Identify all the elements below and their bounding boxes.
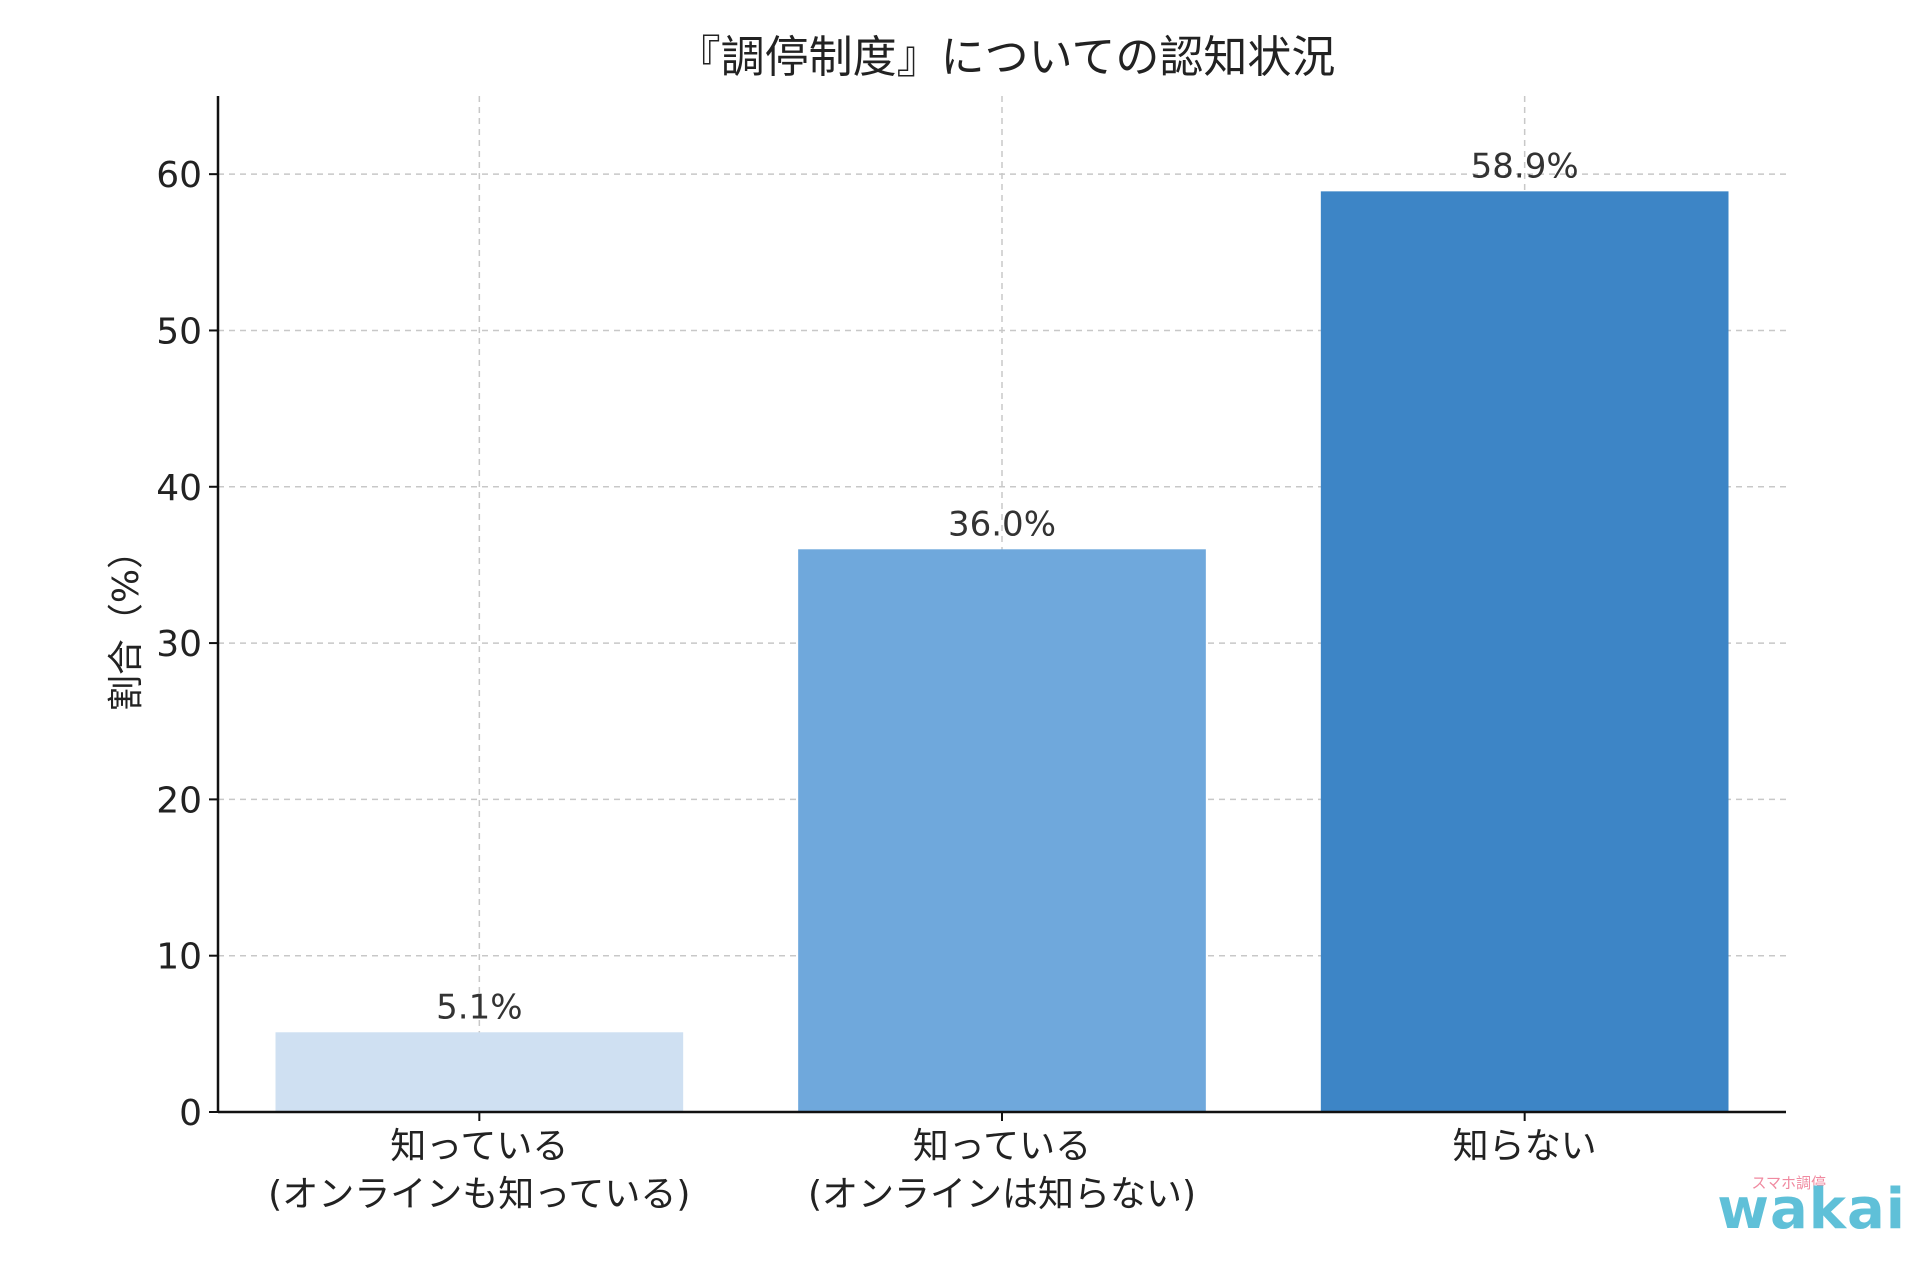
bar xyxy=(1320,191,1729,1113)
y-ticks: 0 10 20 30 40 50 60 xyxy=(156,155,218,1134)
bar xyxy=(798,549,1206,1112)
y-tick-label: 10 xyxy=(156,937,202,978)
y-tick-label: 0 xyxy=(179,1093,202,1134)
y-axis-label: 割合（%） xyxy=(106,533,147,711)
x-tick-label: 知っている xyxy=(913,1126,1091,1167)
data-label: 36.0% xyxy=(948,504,1056,544)
y-tick-label: 50 xyxy=(156,311,202,352)
data-label: 5.1% xyxy=(436,987,522,1027)
data-label: 58.9% xyxy=(1471,146,1579,186)
y-tick-label: 40 xyxy=(156,468,202,509)
y-tick-label: 30 xyxy=(156,624,202,665)
chart-title: 『調停制度』についての認知状況 xyxy=(677,32,1336,83)
bars xyxy=(275,191,1729,1113)
brand-watermark: スマホ調停 wakai xyxy=(1717,1172,1906,1244)
watermark-small-text: スマホ調停 xyxy=(1751,1174,1826,1192)
x-tick-label: 知っている xyxy=(390,1126,568,1167)
y-tick-label: 60 xyxy=(156,155,202,196)
watermark-logo-text: wakai xyxy=(1717,1177,1906,1242)
y-tick-label: 20 xyxy=(156,780,202,821)
x-tick-label: 知らない xyxy=(1453,1126,1597,1167)
x-tick-label: (オンラインは知らない) xyxy=(808,1174,1196,1215)
bar xyxy=(275,1032,684,1112)
data-labels: 5.1% 36.0% 58.9% xyxy=(436,146,1579,1027)
x-tick-label: (オンラインも知っている) xyxy=(268,1174,690,1215)
x-ticks: 知っている (オンラインも知っている) 知っている (オンラインは知らない) 知らない xyxy=(268,1112,1597,1215)
